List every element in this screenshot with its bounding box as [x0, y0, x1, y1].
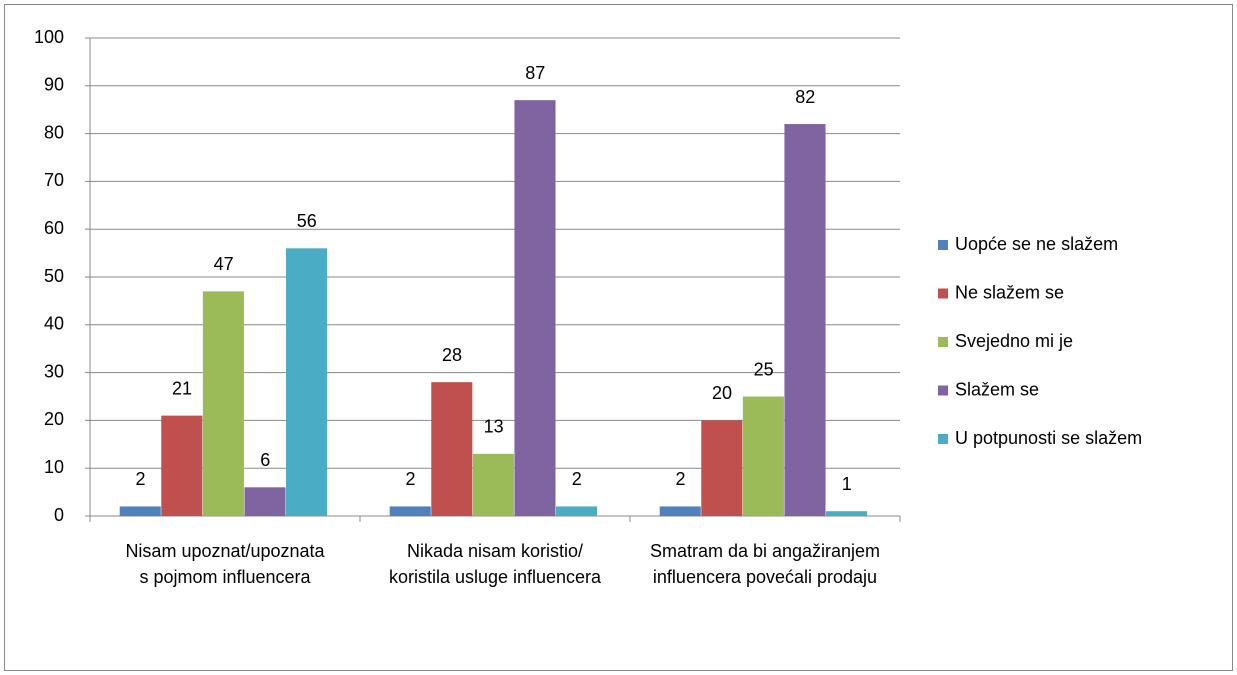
data-label: 2 [572, 469, 582, 489]
bar [784, 124, 826, 516]
legend-swatch [938, 385, 948, 396]
data-label: 20 [712, 383, 732, 403]
x-tick-label: Nikada nisam koristio/ koristila usluge … [388, 541, 602, 587]
legend-swatch [938, 240, 948, 250]
bar [119, 506, 161, 516]
data-label: 2 [675, 469, 685, 489]
x-tick-label: Nisam upoznat/upoznata s pojmom influenc… [125, 541, 325, 587]
bar [556, 506, 598, 516]
y-tick-label: 100 [34, 27, 64, 47]
legend-swatch [938, 288, 948, 299]
legend-swatch [938, 337, 948, 347]
data-label: 21 [172, 378, 192, 398]
bar [286, 248, 328, 516]
y-tick-label: 60 [44, 218, 64, 238]
bar [389, 506, 431, 516]
data-label: 28 [442, 345, 462, 365]
bar [826, 511, 868, 516]
legend-label: Slažem se [955, 379, 1039, 399]
y-tick-label: 0 [54, 505, 64, 525]
y-tick-label: 70 [44, 170, 64, 190]
legend-label: Ne slažem se [955, 282, 1064, 302]
data-label: 6 [260, 450, 270, 470]
y-tick-label: 40 [44, 314, 64, 334]
bar [701, 420, 743, 516]
bar [202, 291, 244, 516]
bar [431, 382, 473, 516]
y-tick-label: 50 [44, 266, 64, 286]
data-label: 56 [297, 211, 317, 231]
legend-label: Svejedno mi je [955, 331, 1073, 351]
bar [659, 506, 701, 516]
y-tick-label: 80 [44, 122, 64, 142]
data-label: 25 [754, 359, 774, 379]
bar [742, 396, 784, 516]
data-label: 13 [484, 417, 504, 437]
legend-swatch [938, 434, 948, 444]
legend-label: U potpunosti se slažem [955, 428, 1142, 448]
bar [514, 100, 556, 516]
y-tick-label: 30 [44, 361, 64, 381]
data-label: 82 [795, 87, 815, 107]
chart-frame [4, 4, 1233, 671]
data-label: 47 [214, 254, 234, 274]
bar [161, 415, 203, 516]
bar [244, 487, 286, 516]
data-label: 87 [525, 63, 545, 83]
y-tick-label: 20 [44, 409, 64, 429]
y-tick-label: 90 [44, 75, 64, 95]
data-label: 1 [842, 474, 852, 494]
legend-label: Uopće se ne slažem [955, 234, 1118, 254]
x-tick-label: Smatram da bi angažiranjem influencera p… [649, 541, 881, 587]
y-tick-label: 10 [44, 457, 64, 477]
data-label: 2 [135, 469, 145, 489]
data-label: 2 [405, 469, 415, 489]
bar [472, 453, 514, 516]
